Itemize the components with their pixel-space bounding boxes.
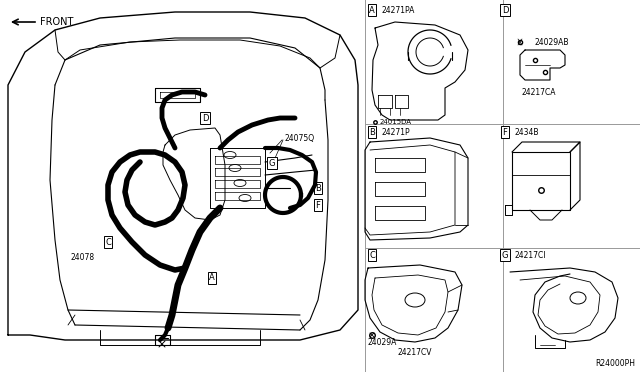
Text: 24271P: 24271P (382, 128, 411, 137)
Text: 24075Q: 24075Q (285, 134, 315, 142)
Text: 24217CV: 24217CV (398, 348, 433, 357)
Text: R24000PH: R24000PH (595, 359, 635, 368)
Text: A: A (209, 273, 215, 282)
Text: F: F (316, 201, 321, 209)
Text: B: B (315, 183, 321, 192)
Text: 24271PA: 24271PA (382, 6, 415, 15)
Text: 24217CI: 24217CI (515, 250, 547, 260)
Text: B: B (369, 128, 375, 137)
Text: D: D (202, 113, 208, 122)
Text: F: F (502, 128, 508, 137)
Text: C: C (105, 237, 111, 247)
Text: 24029AB: 24029AB (535, 38, 570, 46)
Text: D: D (502, 6, 508, 15)
Text: 24029A: 24029A (368, 338, 397, 347)
Text: 2434B: 2434B (515, 128, 540, 137)
Text: 24015DA: 24015DA (380, 119, 412, 125)
Text: FRONT: FRONT (40, 17, 74, 27)
Text: 24078: 24078 (71, 253, 95, 263)
Text: 24217CA: 24217CA (522, 88, 557, 97)
Text: G: G (269, 158, 275, 167)
Text: A: A (369, 6, 375, 15)
Text: C: C (369, 250, 375, 260)
Text: G: G (502, 250, 508, 260)
